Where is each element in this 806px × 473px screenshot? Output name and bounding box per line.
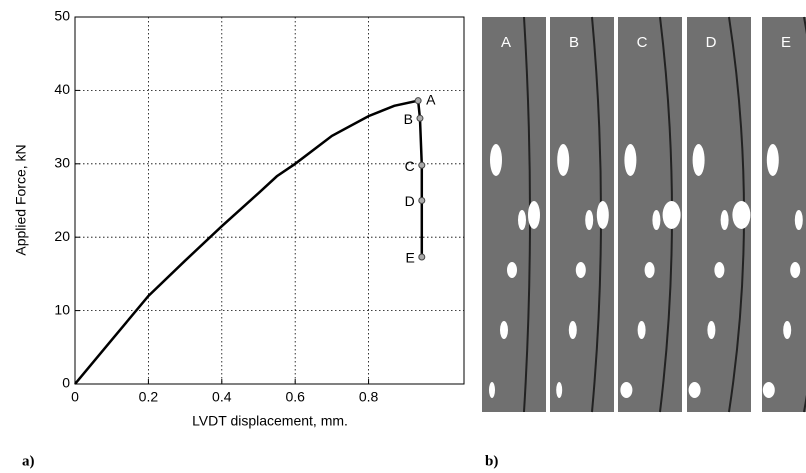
strip-blob	[790, 262, 801, 278]
strip-blob	[585, 210, 594, 230]
strip-blob	[662, 201, 681, 229]
strip-blob	[500, 321, 508, 339]
y-tick-label: 30	[54, 155, 70, 171]
strip-blob	[490, 144, 502, 176]
panel-label: a)	[22, 453, 35, 469]
strip-blob	[644, 262, 655, 278]
x-tick-label: 0.8	[359, 389, 379, 405]
strip-blob	[714, 262, 725, 278]
strip-blob	[507, 262, 517, 278]
data-line	[74, 99, 424, 385]
strip-blob	[575, 262, 586, 278]
point-marker	[416, 114, 424, 122]
strip-blob	[732, 201, 751, 229]
strip-label: B	[569, 34, 579, 51]
point-label: B	[404, 111, 413, 127]
y-tick-label: 20	[54, 228, 70, 244]
strip-blob	[783, 321, 792, 339]
point-marker	[418, 253, 426, 261]
point-marker	[414, 97, 422, 105]
point-label: E	[405, 250, 414, 266]
strip-blob	[596, 201, 609, 229]
point-label: C	[405, 158, 415, 174]
strip-blob	[489, 382, 495, 398]
strip-blob	[557, 144, 570, 176]
y-tick-label: 10	[54, 301, 70, 317]
strip-label: C	[637, 34, 648, 51]
strip-blob	[692, 144, 705, 176]
strip-blob	[720, 210, 729, 230]
x-tick-label: 0.4	[212, 389, 232, 405]
plot-frame	[74, 16, 465, 385]
panel-label: b)	[485, 453, 498, 469]
point-marker	[418, 197, 426, 204]
x-tick-label: 0.6	[285, 389, 305, 405]
strip-blob	[568, 321, 577, 339]
strip-label: D	[706, 34, 717, 51]
strip-blob	[688, 382, 701, 398]
strip-blob	[794, 210, 803, 230]
strip-blob	[652, 210, 661, 230]
point-marker	[418, 161, 426, 169]
x-axis-label: LVDT displacement, mm.	[192, 413, 348, 429]
strip-blob	[637, 321, 646, 339]
x-tick-label: 0.2	[139, 389, 159, 405]
y-tick-label: 40	[54, 81, 70, 97]
strip-blob	[766, 144, 779, 176]
y-axis-label: Applied Force, kN	[13, 144, 29, 255]
strip-blob	[556, 382, 563, 398]
strip-blob	[528, 201, 540, 229]
strip-blob	[620, 382, 633, 398]
point-label: D	[405, 193, 415, 209]
strip-blob	[518, 210, 526, 230]
y-tick-label: 50	[54, 8, 70, 24]
strip-blob	[707, 321, 716, 339]
strip-blob	[624, 144, 637, 176]
strip-blob	[762, 382, 775, 398]
point-label: A	[426, 91, 436, 107]
y-tick-label: 0	[62, 375, 70, 391]
strip-label: E	[781, 34, 791, 51]
strip-label: A	[501, 34, 511, 51]
x-tick-label: 0	[71, 389, 79, 405]
